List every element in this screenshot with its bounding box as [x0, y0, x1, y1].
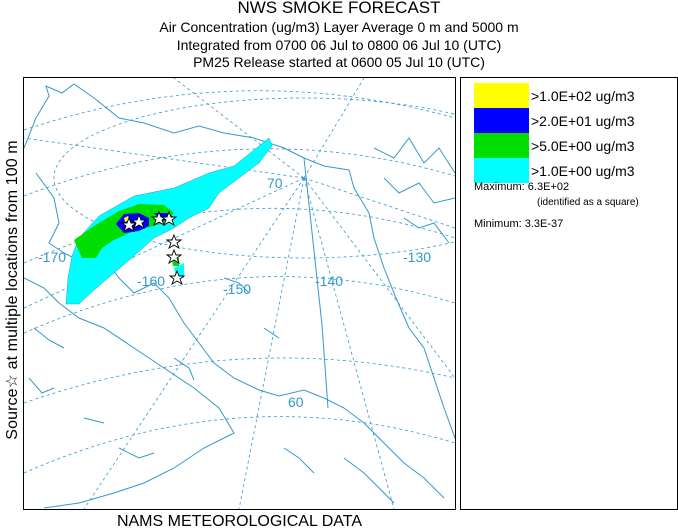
grid-labels: 70 -170 -160 -150 -140 -130 60	[38, 175, 431, 410]
minimum-value: Minimum: 3.3E-37	[474, 218, 564, 230]
concentration-subtitle: Air Concentration (ug/m3) Layer Average …	[159, 19, 519, 35]
legend-label: >5.0E+00 ug/m3	[531, 137, 635, 154]
legend-label: >1.0E+00 ug/m3	[531, 162, 635, 179]
lon-130-label: -130	[403, 249, 431, 265]
lat-60-label: 60	[288, 394, 304, 410]
legend-panel: >1.0E+02 ug/m3 >2.0E+01 ug/m3 >5.0E+00 u…	[460, 77, 678, 510]
integration-period: Integrated from 0700 06 Jul to 0800 06 J…	[176, 37, 502, 53]
maximum-value: Maximum: 6.3E+02	[474, 181, 570, 193]
maximum-note: (identified as a square)	[537, 197, 639, 208]
longitude-lines	[24, 78, 455, 509]
legend-swatch	[474, 83, 529, 108]
legend-label: >2.0E+01 ug/m3	[531, 112, 635, 129]
coastline	[24, 83, 455, 509]
legend-swatch	[474, 108, 529, 133]
lon-140-label: -140	[315, 273, 343, 289]
alaska-map: 70 -170 -160 -150 -140 -130 60	[24, 78, 455, 509]
lat-70-label: 70	[267, 175, 283, 191]
lon-170-label: -170	[38, 249, 66, 265]
source-label: Source☆ at multiple locations from 100 m	[4, 140, 21, 440]
legend-item-20: >2.0E+01 ug/m3	[474, 108, 635, 133]
legend-swatch	[474, 133, 529, 158]
legend-item-5: >5.0E+00 ug/m3	[474, 133, 635, 158]
lon-160-label: -160	[137, 273, 165, 289]
legend-label: >1.0E+02 ug/m3	[531, 87, 635, 104]
legend-item-100: >1.0E+02 ug/m3	[474, 83, 635, 108]
forecast-title: NWS SMOKE FORECAST	[237, 0, 441, 17]
map-panel: 70 -170 -160 -150 -140 -130 60	[23, 77, 456, 510]
source-markers	[120, 210, 186, 286]
legend-item-1: >1.0E+00 ug/m3	[474, 158, 635, 183]
legend-swatch	[474, 158, 529, 183]
release-start: PM25 Release started at 0600 05 Jul 10 (…	[193, 54, 485, 70]
meteorological-data-label: NAMS METEOROLOGICAL DATA	[116, 513, 363, 530]
lon-150-label: -150	[223, 281, 251, 297]
